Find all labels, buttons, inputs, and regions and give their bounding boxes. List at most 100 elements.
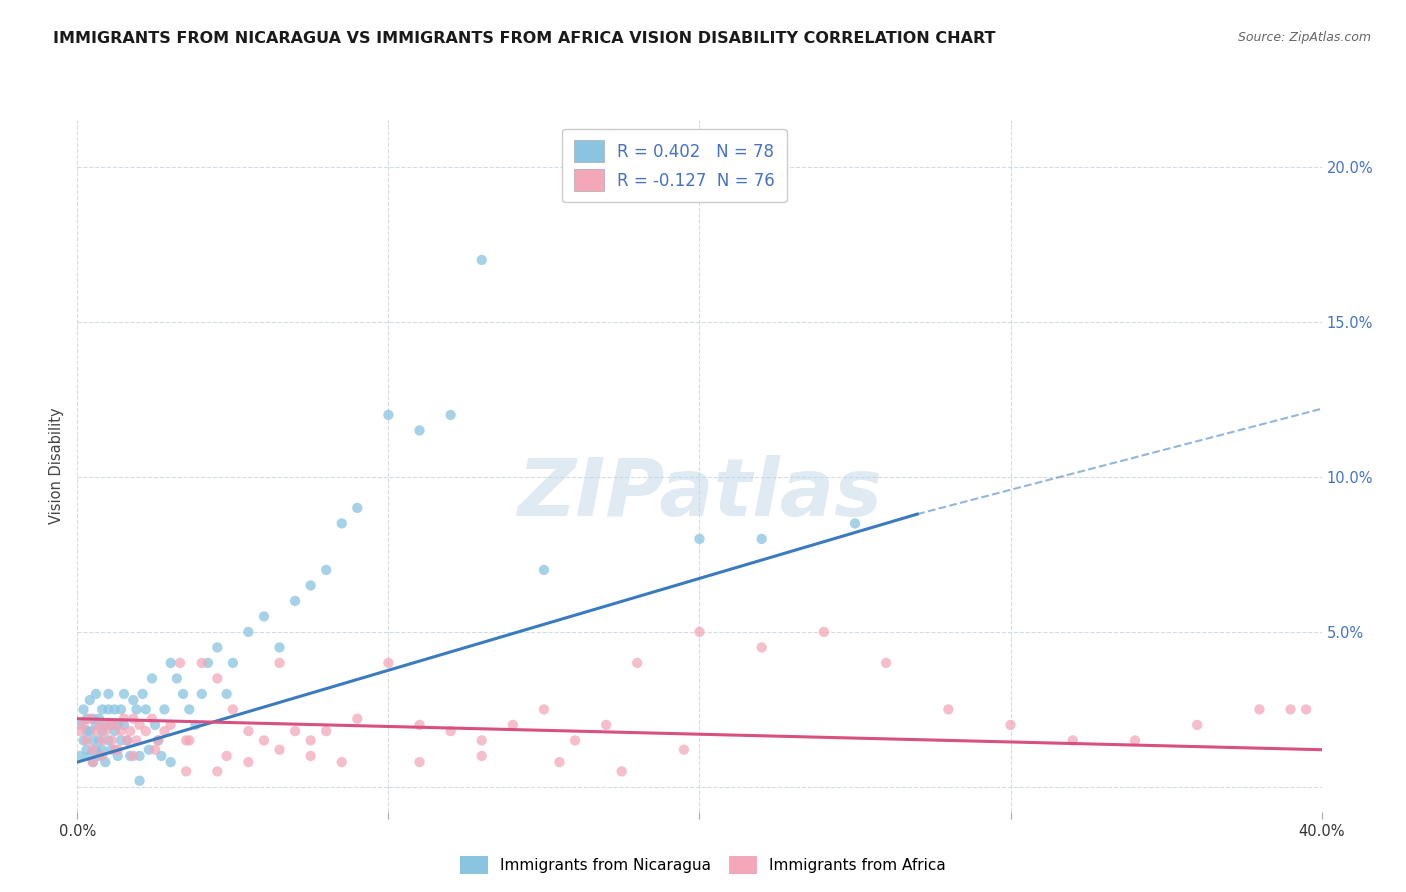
Point [408,718,430,732]
Point [269,640,291,655]
Point [215,748,238,763]
Text: IMMIGRANTS FROM NICARAGUA VS IMMIGRANTS FROM AFRICA VISION DISABILITY CORRELATIO: IMMIGRANTS FROM NICARAGUA VS IMMIGRANTS … [53,31,995,46]
Point [184,718,207,732]
Point [1123,733,1146,747]
Point [79,748,101,763]
Point [87,748,110,763]
Point [104,724,127,739]
Point [107,718,129,732]
Point [91,742,114,756]
Point [299,733,322,747]
Point [76,712,98,726]
Point [502,718,524,732]
Point [104,718,127,732]
Point [626,656,648,670]
Point [1295,702,1317,716]
Point [141,712,163,726]
Point [141,672,163,686]
Point [813,624,835,639]
Point [128,773,150,788]
Point [107,742,129,756]
Point [110,724,132,739]
Point [564,733,586,747]
Point [153,702,176,716]
Point [159,755,181,769]
Point [69,724,91,739]
Point [1249,702,1271,716]
Point [94,724,117,739]
Point [672,742,695,756]
Point [112,718,135,732]
Point [110,702,132,716]
Point [125,702,148,716]
Point [1062,733,1084,747]
Point [76,724,98,739]
Point [138,742,160,756]
Point [222,656,245,670]
Point [76,742,98,756]
Point [143,718,166,732]
Point [91,733,114,747]
Point [191,656,214,670]
Point [299,748,322,763]
Point [197,656,219,670]
Y-axis label: Vision Disability: Vision Disability [49,408,65,524]
Point [299,578,322,592]
Point [100,733,122,747]
Point [87,712,110,726]
Point [72,702,94,716]
Point [1279,702,1302,716]
Point [938,702,960,716]
Point [87,718,110,732]
Point [159,656,181,670]
Point [284,594,307,608]
Point [150,748,173,763]
Point [533,702,555,716]
Point [97,702,120,716]
Point [112,687,135,701]
Point [135,724,157,739]
Point [751,532,773,546]
Point [238,724,260,739]
Point [100,742,122,756]
Point [377,408,399,422]
Point [238,624,260,639]
Point [91,748,114,763]
Point [97,733,120,747]
Point [87,733,110,747]
Point [1000,718,1022,732]
Point [82,742,104,756]
Point [128,748,150,763]
Point [284,724,307,739]
Point [440,408,463,422]
Point [179,702,201,716]
Point [143,742,166,756]
Point [440,724,463,739]
Point [471,733,494,747]
Point [128,718,150,732]
Point [533,563,555,577]
Point [191,687,214,701]
Point [548,755,571,769]
Text: ZIPatlas: ZIPatlas [517,455,882,533]
Point [82,755,104,769]
Point [79,724,101,739]
Point [166,672,188,686]
Point [94,718,117,732]
Point [122,693,145,707]
Point [135,702,157,716]
Legend: Immigrants from Nicaragua, Immigrants from Africa: Immigrants from Nicaragua, Immigrants fr… [454,850,952,880]
Point [79,712,101,726]
Point [115,733,138,747]
Point [330,755,353,769]
Point [159,718,181,732]
Point [148,733,170,747]
Point [207,672,229,686]
Point [610,764,633,779]
Point [131,687,153,701]
Point [253,609,276,624]
Point [595,718,617,732]
Point [91,702,114,716]
Point [269,656,291,670]
Point [207,640,229,655]
